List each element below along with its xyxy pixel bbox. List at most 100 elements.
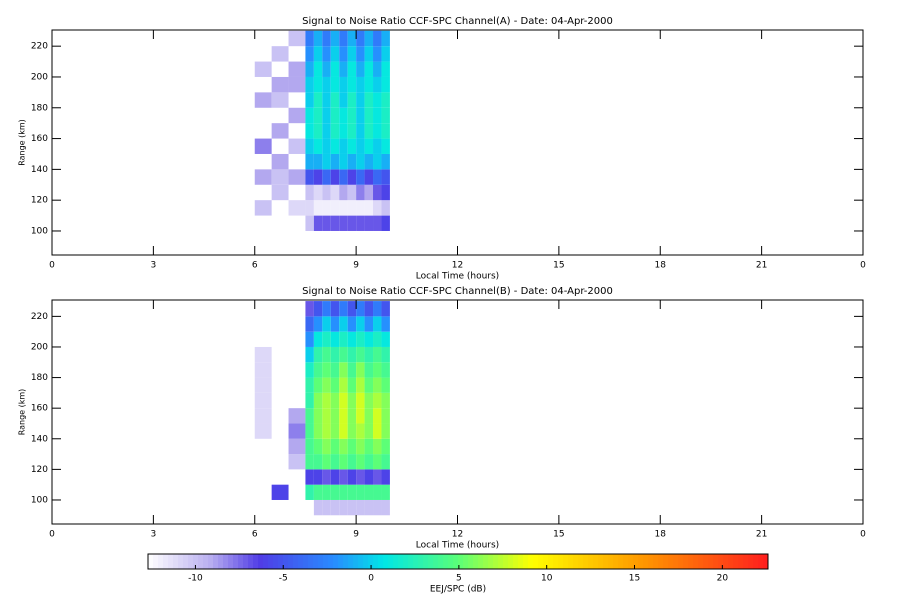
colorbar-swatch (763, 554, 769, 569)
y-tick-label: 140 (31, 434, 48, 444)
heatmap-cell (347, 184, 357, 201)
heatmap-cell (381, 92, 390, 108)
colorbar-swatch (663, 554, 669, 569)
heatmap-cell (364, 46, 374, 62)
heatmap-cell (288, 200, 306, 216)
heatmap-cell (356, 392, 365, 409)
colorbar-swatch (468, 554, 474, 569)
heatmap-cell (347, 123, 357, 139)
colorbar-swatch (743, 554, 749, 569)
heatmap-cell (347, 331, 357, 347)
heatmap-cell (271, 76, 289, 93)
heatmap-cell (313, 76, 323, 93)
heatmap-cell (373, 362, 382, 378)
colorbar-swatch (718, 554, 724, 569)
heatmap-cell (271, 184, 289, 201)
heatmap-cell (322, 377, 331, 393)
heatmap-cell (356, 123, 365, 139)
heatmap-cell (347, 408, 357, 424)
heatmap-cell (313, 377, 323, 393)
heatmap-cell (381, 423, 390, 439)
heatmap-cell (373, 316, 382, 332)
heatmap-cell (356, 438, 365, 455)
heatmap-cell (313, 346, 323, 363)
heatmap-cell (313, 30, 323, 47)
colorbar-swatch (648, 554, 654, 569)
heatmap-cell (373, 301, 382, 317)
heatmap-cell (381, 215, 390, 231)
heatmap-cell (330, 423, 340, 439)
heatmap-cell (373, 46, 382, 62)
colorbar-swatch (318, 554, 324, 569)
heatmap-cell (381, 438, 390, 455)
heatmap-cell (373, 469, 382, 485)
colorbar-swatch (198, 554, 204, 569)
heatmap-cell (313, 61, 323, 77)
colorbar-swatch (523, 554, 529, 569)
colorbar-swatch (483, 554, 489, 569)
heatmap-cell (356, 200, 365, 216)
heatmap-cell (330, 438, 340, 455)
heatmap-cell (339, 423, 348, 439)
colorbar-swatch (533, 554, 539, 569)
heatmap-cell (339, 316, 348, 332)
heatmap-cell (313, 301, 323, 317)
heatmap-cell (339, 76, 348, 93)
colorbar-swatch (563, 554, 569, 569)
chart-title: Signal to Noise Ratio CCF-SPC Channel(B)… (302, 286, 613, 297)
heatmap-cell (339, 362, 348, 378)
heatmap-cell (364, 76, 374, 93)
heatmap-cell (322, 499, 331, 516)
heatmap-cell (364, 454, 374, 470)
heatmap-cell (322, 316, 331, 332)
heatmap-cell (373, 377, 382, 393)
colorbar-swatch (583, 554, 589, 569)
heatmap-cell (364, 138, 374, 154)
heatmap-cell (381, 331, 390, 347)
heatmap-cell (288, 423, 306, 439)
colorbar-swatch (638, 554, 644, 569)
heatmap-cell (271, 92, 289, 108)
colorbar-swatch (298, 554, 304, 569)
x-tick-label: 21 (756, 530, 767, 540)
heatmap-cell (288, 169, 306, 185)
heatmap-cell (330, 301, 340, 317)
colorbar-swatch (433, 554, 439, 569)
x-tick-label: 21 (756, 261, 767, 271)
colorbar-swatch (578, 554, 584, 569)
y-tick-label: 180 (31, 373, 48, 383)
heatmap-cell (288, 408, 306, 424)
colorbar-swatch (388, 554, 394, 569)
heatmap-cell (330, 377, 340, 393)
heatmap-cell (313, 153, 323, 170)
colorbar-swatch (588, 554, 594, 569)
y-tick-label: 200 (31, 72, 48, 82)
heatmap-cell (347, 76, 357, 93)
colorbar-swatch (418, 554, 424, 569)
heatmap-cell (254, 169, 272, 185)
heatmap-cell (364, 61, 374, 77)
heatmap-cell (381, 153, 390, 170)
heatmap-cell (313, 92, 323, 108)
colorbar-swatch (173, 554, 179, 569)
heatmap-cell (381, 30, 390, 47)
heatmap-cell (322, 331, 331, 347)
heatmap-cell (254, 362, 272, 378)
colorbar-swatch (708, 554, 714, 569)
heatmap-cell (254, 346, 272, 363)
heatmap-cell (313, 316, 323, 332)
heatmap-cell (330, 138, 340, 154)
colorbar-swatch (368, 554, 374, 569)
heatmap-cell (356, 169, 365, 185)
colorbar-swatch (193, 554, 199, 569)
heatmap-cell (330, 46, 340, 62)
colorbar-swatch (568, 554, 574, 569)
colorbar-swatch (728, 554, 734, 569)
colorbar-swatch (558, 554, 564, 569)
heatmap-cell (356, 184, 365, 201)
y-tick-label: 160 (31, 134, 48, 144)
heatmap-cell (364, 169, 374, 185)
colorbar-swatch (693, 554, 699, 569)
colorbar-swatch (713, 554, 719, 569)
heatmap-cell (322, 169, 331, 185)
